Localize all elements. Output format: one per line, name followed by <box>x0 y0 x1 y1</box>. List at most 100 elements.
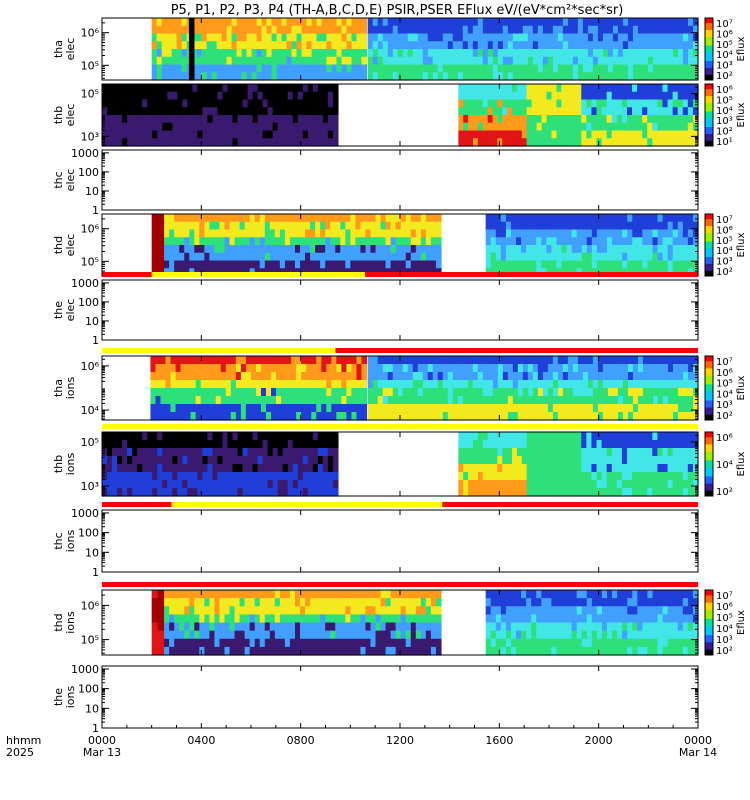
heat-cell <box>229 252 236 262</box>
heat-cell <box>392 412 399 421</box>
heat-cell <box>214 622 221 632</box>
heat-cell <box>662 245 669 254</box>
colorbar-cell <box>705 391 713 394</box>
heat-cell <box>189 590 195 599</box>
heat-cell <box>621 432 628 441</box>
heat-cell <box>407 388 414 397</box>
heat-cell <box>181 64 188 73</box>
colorbar-cell <box>705 251 713 255</box>
colorbar-cell <box>705 104 713 107</box>
heat-cell <box>322 456 329 465</box>
heat-cell <box>647 91 653 101</box>
heat-cell <box>361 25 368 35</box>
heat-cell <box>107 488 113 497</box>
heat-cell <box>632 107 638 116</box>
heat-cell <box>622 396 629 405</box>
heat-cell <box>174 646 180 656</box>
heat-cell <box>199 252 205 262</box>
heat-cell <box>281 404 287 413</box>
colorbar-cell <box>705 222 713 225</box>
heat-cell <box>247 107 254 116</box>
colorbar-cell <box>705 40 713 43</box>
heat-cell <box>435 252 442 262</box>
heat-cell <box>189 606 195 615</box>
heat-cell <box>652 41 659 50</box>
heat-cell <box>335 229 341 238</box>
heat-cell <box>157 614 165 624</box>
heat-cell <box>492 25 499 35</box>
heat-cell <box>184 622 190 632</box>
heat-cell <box>616 122 623 132</box>
heat-cell <box>521 130 528 139</box>
colorbar-cell <box>705 494 713 497</box>
heat-cell <box>361 404 368 413</box>
heat-cell <box>272 138 279 147</box>
heat-cell <box>330 630 336 640</box>
heat-cell <box>239 598 246 607</box>
heat-cell <box>255 364 262 373</box>
heat-cell <box>317 448 324 457</box>
heat-cell <box>447 372 454 381</box>
heat-cell <box>617 33 624 42</box>
heat-cell <box>345 229 351 238</box>
heat-cell <box>261 72 268 81</box>
heat-cell <box>202 448 209 457</box>
heat-cell <box>581 138 587 147</box>
heat-cell <box>472 456 479 465</box>
heat-cell <box>252 91 259 101</box>
heat-cell <box>157 130 163 139</box>
heat-cell <box>365 638 372 648</box>
heat-cell <box>232 488 239 497</box>
heat-cell <box>296 396 302 405</box>
heat-cell <box>442 41 449 50</box>
heat-cell <box>204 606 210 615</box>
heat-cell <box>536 115 543 124</box>
heat-cell <box>556 107 563 116</box>
colorbar-cell <box>705 67 713 71</box>
heat-cell <box>672 18 679 27</box>
heat-cell <box>492 72 499 81</box>
heat-cell <box>179 245 185 254</box>
heat-cell <box>332 107 339 116</box>
heat-cell <box>495 221 502 231</box>
heat-cell <box>317 480 324 489</box>
heat-cell <box>492 372 499 381</box>
colorbar-cell <box>705 444 713 447</box>
heat-cell <box>505 245 512 254</box>
heat-cell <box>316 388 322 397</box>
heat-cell <box>567 56 574 66</box>
heat-cell <box>402 41 409 50</box>
heat-cell <box>182 472 188 481</box>
heat-cell <box>157 99 163 108</box>
heat-cell <box>652 260 659 269</box>
colorbar-frame <box>704 431 714 497</box>
heat-cell <box>652 64 659 73</box>
heat-cell <box>422 404 429 413</box>
heat-cell <box>182 91 188 101</box>
heat-cell <box>212 130 219 139</box>
heat-cell <box>417 380 424 389</box>
heat-cell <box>199 590 205 599</box>
heat-cell <box>182 84 188 93</box>
heat-cell <box>107 107 113 116</box>
heat-cell <box>596 138 603 147</box>
heat-cell <box>219 598 226 607</box>
heat-cell <box>322 91 329 101</box>
spectrogram <box>151 214 699 277</box>
heat-cell <box>647 237 654 246</box>
heat-cell <box>596 91 603 101</box>
heat-cell <box>216 41 223 50</box>
heat-cell <box>447 64 454 73</box>
heat-cell <box>345 214 351 223</box>
heat-cell <box>458 107 464 116</box>
heat-cell <box>187 84 193 93</box>
heat-cell <box>306 396 312 405</box>
heat-cell <box>294 598 301 607</box>
heat-cell <box>462 388 469 397</box>
heat-cell <box>482 356 489 365</box>
heat-cell <box>291 404 297 413</box>
heat-cell <box>606 432 613 441</box>
heat-cell <box>102 130 108 139</box>
heat-cell <box>420 214 427 223</box>
